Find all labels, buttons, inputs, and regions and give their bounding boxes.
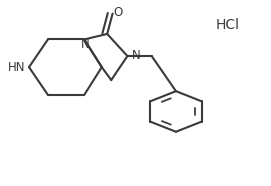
Text: HCl: HCl	[215, 18, 239, 32]
Text: N: N	[81, 38, 90, 51]
Text: N: N	[132, 49, 141, 62]
Text: O: O	[113, 6, 122, 19]
Text: HN: HN	[8, 61, 26, 74]
